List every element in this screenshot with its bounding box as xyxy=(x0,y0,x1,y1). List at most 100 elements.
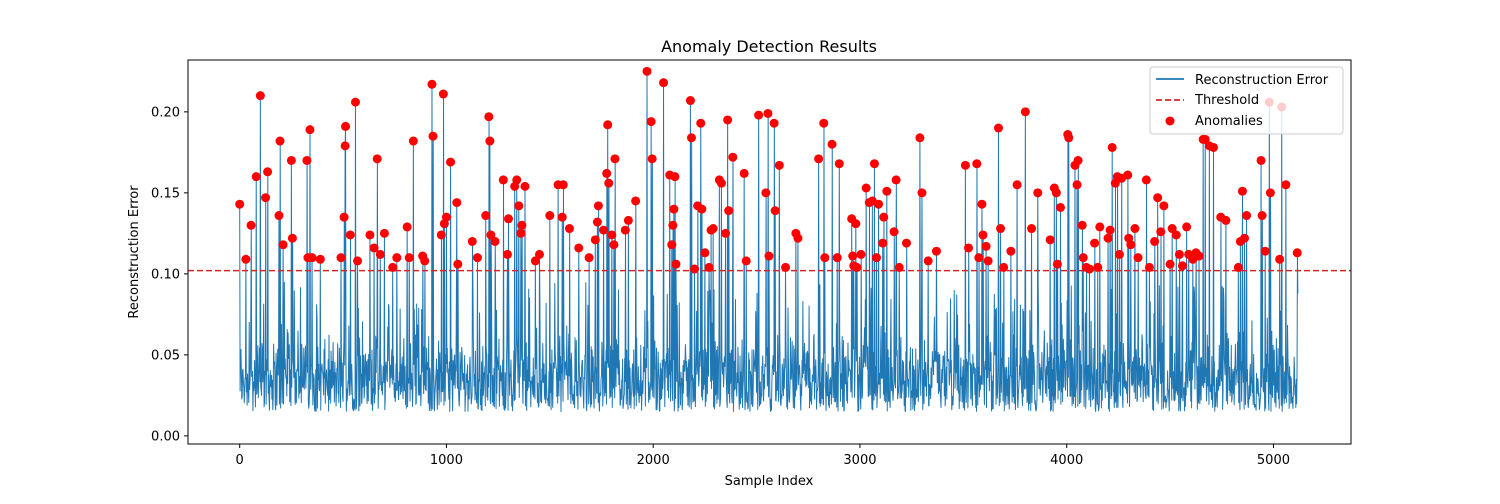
anomaly-point xyxy=(512,175,522,185)
anomaly-point xyxy=(764,251,774,261)
anomaly-point xyxy=(1174,249,1184,259)
anomaly-point xyxy=(502,249,512,259)
anomaly-point xyxy=(856,249,866,259)
anomaly-point xyxy=(793,233,803,243)
anomaly-point xyxy=(607,230,617,240)
anomaly-point xyxy=(599,225,609,235)
anomaly-point xyxy=(484,112,494,122)
anomaly-point xyxy=(669,204,679,214)
anomaly-point xyxy=(369,243,379,253)
x-tick-label: 3000 xyxy=(843,453,876,468)
anomaly-point xyxy=(1233,262,1243,272)
x-tick-label: 4000 xyxy=(1050,453,1083,468)
plot-area xyxy=(188,66,1351,413)
anomaly-point xyxy=(404,253,414,263)
anomaly-point xyxy=(814,154,824,164)
anomaly-point xyxy=(1095,222,1105,232)
anomaly-point xyxy=(420,256,430,266)
anomaly-point xyxy=(350,97,360,107)
anomaly-point xyxy=(1144,262,1154,272)
anomaly-point xyxy=(339,212,349,222)
anomaly-point xyxy=(923,256,933,266)
anomaly-point xyxy=(754,110,764,120)
anomaly-point xyxy=(1072,180,1082,190)
anomaly-point xyxy=(891,175,901,185)
anomaly-point xyxy=(558,180,568,190)
anomaly-point xyxy=(388,262,398,272)
anomaly-point xyxy=(408,136,418,146)
anomaly-point xyxy=(516,228,526,238)
anomaly-point xyxy=(739,168,749,178)
anomaly-point xyxy=(1012,180,1022,190)
anomaly-point xyxy=(402,222,412,232)
anomaly-point xyxy=(901,238,911,248)
anomaly-point xyxy=(503,214,513,224)
anomaly-point xyxy=(372,154,382,164)
anomaly-point xyxy=(1006,246,1016,256)
y-tick-label: 0.05 xyxy=(151,348,180,363)
anomaly-point xyxy=(302,155,312,165)
anomaly-point xyxy=(697,204,707,214)
anomaly-point xyxy=(964,243,974,253)
anomaly-point xyxy=(584,253,594,263)
legend-error-label: Reconstruction Error xyxy=(1195,73,1329,88)
anomaly-point xyxy=(1200,134,1210,144)
anomaly-point xyxy=(428,131,438,141)
anomaly-point xyxy=(446,157,456,167)
anomaly-point xyxy=(574,243,584,253)
anomaly-point xyxy=(263,167,273,177)
anomaly-point xyxy=(1126,240,1136,250)
anomaly-point xyxy=(498,175,508,185)
anomaly-point xyxy=(1027,224,1037,234)
anomaly-point xyxy=(1105,225,1115,235)
anomaly-point xyxy=(315,254,325,264)
anomaly-point xyxy=(981,241,991,251)
plot-frame xyxy=(187,59,1352,445)
anomaly-point xyxy=(917,188,927,198)
anomaly-point xyxy=(1020,107,1030,117)
anomaly-point xyxy=(545,211,555,221)
y-tick-label: 0.15 xyxy=(151,186,180,201)
anomaly-point xyxy=(996,224,1006,234)
anomaly-point xyxy=(1114,249,1124,259)
anomaly-point xyxy=(704,262,714,272)
anomaly-point xyxy=(235,199,245,209)
anomaly-point xyxy=(1265,188,1275,198)
anomaly-point xyxy=(820,253,830,263)
x-axis: 0 1000 2000 3000 4000 5000 xyxy=(236,444,1290,468)
anomaly-point xyxy=(1133,253,1143,263)
anomaly-point xyxy=(1073,155,1083,165)
anomaly-point xyxy=(696,118,706,128)
anomaly-point xyxy=(1182,222,1192,232)
anomaly-point xyxy=(341,121,351,131)
anomaly-point xyxy=(1237,186,1247,196)
anomaly-point xyxy=(1165,259,1175,269)
anomaly-point xyxy=(379,228,389,238)
anomaly-point xyxy=(978,230,988,240)
anomaly-point xyxy=(275,136,285,146)
anomaly-point xyxy=(670,172,680,182)
anomaly-point xyxy=(486,230,496,240)
anomaly-point xyxy=(761,188,771,198)
anomaly-point xyxy=(974,253,984,263)
anomaly-point xyxy=(1240,233,1250,243)
anomaly-point xyxy=(781,262,791,272)
anomaly-point xyxy=(307,253,317,263)
anomaly-point xyxy=(345,230,355,240)
anomaly-point xyxy=(336,253,346,263)
anomaly-point xyxy=(353,256,363,266)
anomaly-point xyxy=(1159,201,1169,211)
legend-threshold-label: Threshold xyxy=(1194,93,1259,108)
anomaly-point xyxy=(530,256,540,266)
anomaly-point xyxy=(848,251,858,261)
anomaly-point xyxy=(261,193,271,203)
anomaly-point xyxy=(438,89,448,99)
x-axis-label: Sample Index xyxy=(725,474,814,489)
anomaly-point xyxy=(774,160,784,170)
anomaly-point xyxy=(340,141,350,151)
y-tick-label: 0.20 xyxy=(151,105,180,120)
x-tick-label: 1000 xyxy=(430,453,463,468)
anomaly-point xyxy=(741,256,751,266)
